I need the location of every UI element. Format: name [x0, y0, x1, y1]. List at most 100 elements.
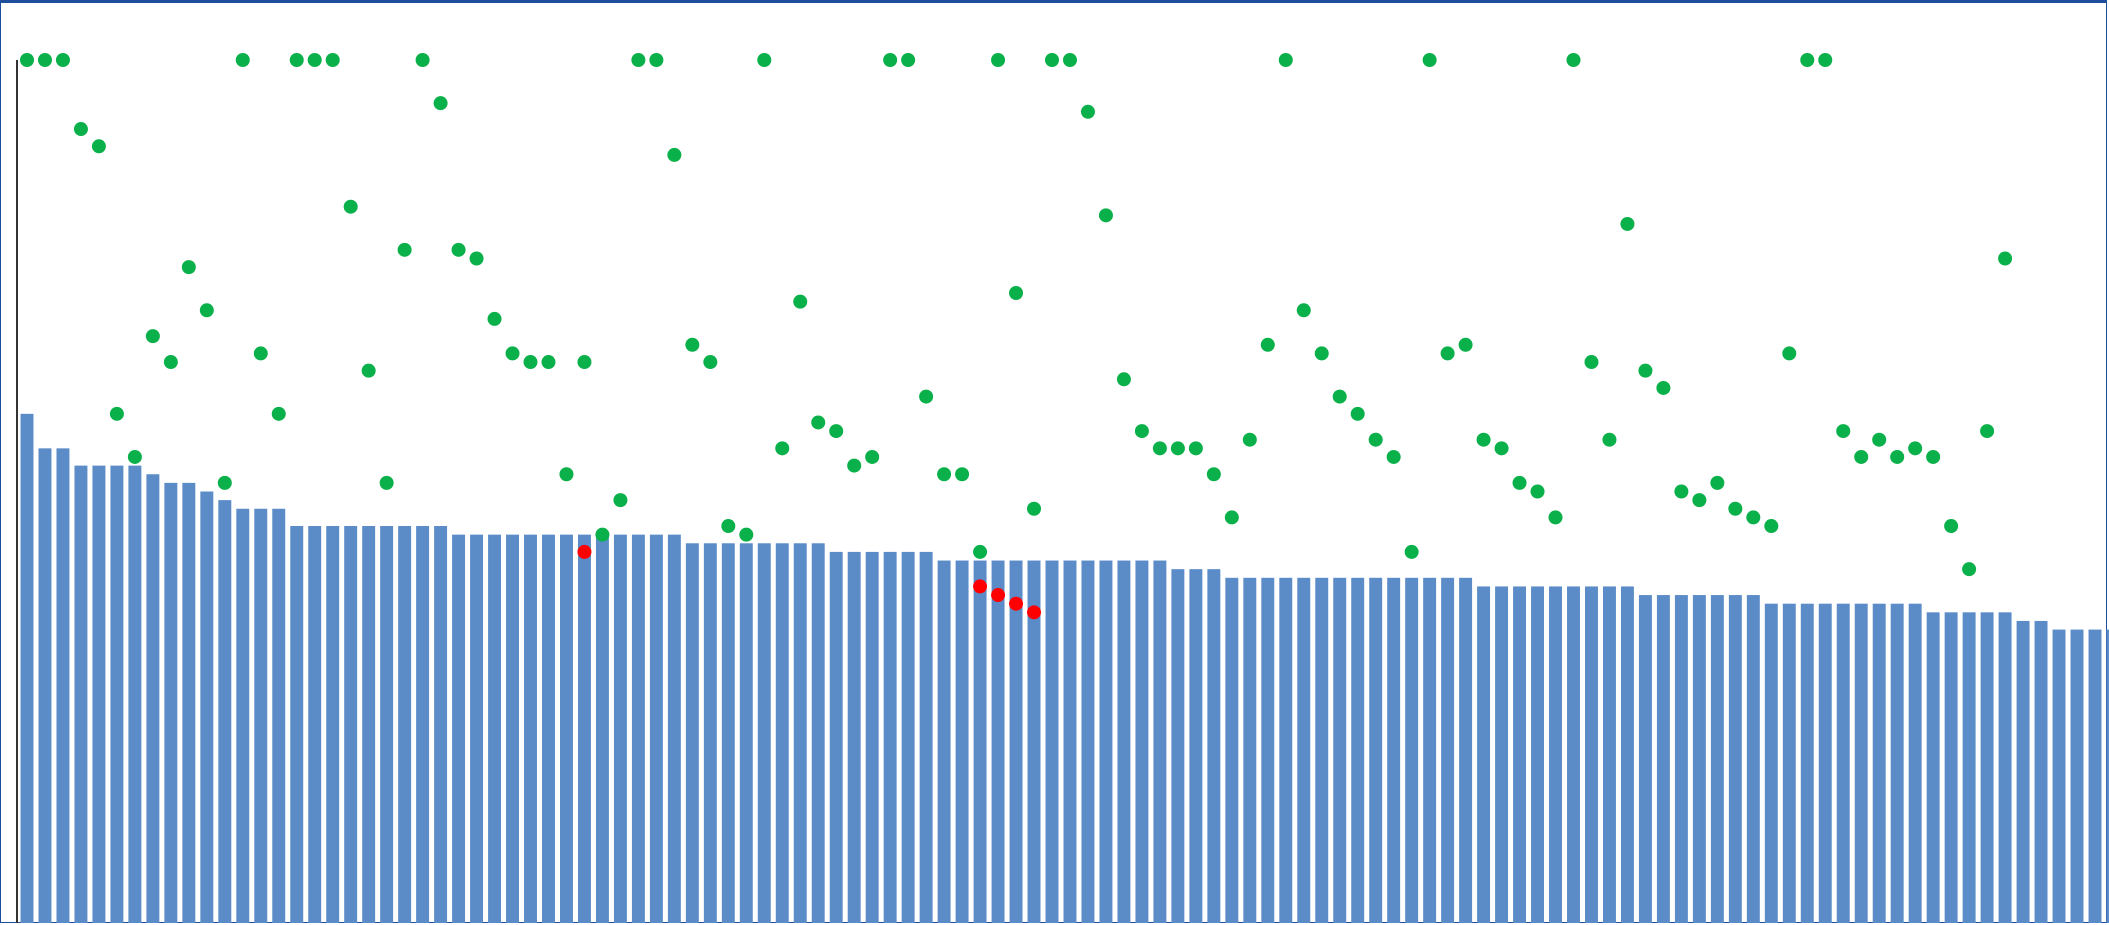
scatter-point — [199, 303, 214, 318]
scatter-point — [1908, 441, 1923, 456]
bar — [1315, 577, 1329, 923]
bar — [1405, 577, 1419, 923]
bar — [416, 526, 430, 923]
scatter-point — [163, 355, 178, 370]
bar — [1477, 586, 1491, 923]
bar — [272, 508, 286, 923]
bar — [1207, 569, 1221, 923]
bar — [1998, 612, 2012, 923]
bar — [470, 534, 484, 923]
bar — [1027, 560, 1041, 923]
bar — [775, 543, 789, 923]
scatter-point — [1368, 432, 1383, 447]
scatter-point — [73, 122, 88, 137]
bar — [1387, 577, 1401, 923]
scatter-point — [1800, 53, 1815, 67]
bar — [236, 508, 250, 923]
bar — [146, 474, 160, 923]
bar — [434, 526, 448, 923]
scatter-point — [1260, 337, 1275, 352]
scatter-point — [307, 53, 322, 67]
bar — [1333, 577, 1347, 923]
bar — [560, 534, 573, 923]
bar — [1117, 560, 1131, 923]
scatter-point — [613, 493, 628, 508]
scatter-point — [1944, 519, 1959, 534]
scatter-point — [523, 355, 538, 370]
bar — [20, 413, 34, 923]
bar — [326, 526, 340, 923]
scatter-point — [1710, 475, 1725, 490]
bar — [1171, 569, 1185, 923]
scatter-point — [1332, 389, 1347, 404]
bar — [1728, 595, 1742, 923]
bar — [577, 534, 591, 923]
bar — [254, 508, 268, 923]
scatter-point — [1206, 467, 1221, 482]
scatter-point — [37, 53, 52, 67]
bar — [1369, 577, 1383, 923]
scatter-point — [1027, 501, 1042, 516]
scatter-point — [649, 53, 664, 67]
bar — [613, 534, 627, 923]
bar — [1045, 560, 1059, 923]
scatter-point — [685, 337, 700, 352]
scatter-point — [1962, 562, 1977, 577]
bar — [703, 543, 717, 923]
bar — [2034, 620, 2048, 923]
scatter-point — [1440, 346, 1455, 361]
bar — [1656, 595, 1670, 923]
bar — [290, 526, 304, 923]
bar — [128, 465, 142, 923]
scatter-point — [19, 53, 34, 67]
scatter-point — [919, 389, 934, 404]
bar — [1459, 577, 1473, 923]
bar — [1962, 612, 1976, 923]
scatter-point — [973, 544, 988, 559]
scatter-point — [343, 199, 358, 214]
bar — [1279, 577, 1293, 923]
scatter-point — [1728, 501, 1743, 516]
bar — [1746, 595, 1760, 923]
scatter-point — [703, 355, 718, 370]
scatter-point — [1998, 251, 2013, 266]
scatter-point — [739, 527, 754, 542]
bar — [452, 534, 466, 923]
bar — [1585, 586, 1598, 923]
scatter-point — [1224, 510, 1239, 525]
bar — [1692, 595, 1706, 923]
scatter-point — [1242, 432, 1257, 447]
bar — [308, 526, 322, 923]
scatter-point — [1170, 441, 1185, 456]
bar — [1908, 603, 1922, 923]
scatter-point — [1296, 303, 1311, 318]
bar — [362, 526, 376, 923]
bar — [200, 491, 214, 923]
bar — [1513, 586, 1527, 923]
bar — [1872, 603, 1886, 923]
bar — [901, 551, 915, 923]
scatter-point — [1494, 441, 1509, 456]
bar — [1926, 612, 1940, 923]
scatter-point — [1062, 53, 1077, 67]
bar — [1980, 612, 1994, 923]
scatter-point — [721, 519, 736, 534]
bar — [1063, 560, 1077, 923]
scatter-point — [271, 406, 286, 421]
scatter-point — [631, 53, 646, 67]
bar — [1243, 577, 1257, 923]
bar — [2052, 629, 2066, 923]
bar — [685, 543, 699, 923]
bar — [595, 534, 609, 923]
scatter-point — [235, 53, 250, 67]
scatter-point — [883, 53, 898, 67]
scatter-point — [955, 467, 970, 482]
scatter-point — [451, 242, 466, 257]
scatter-point — [1530, 484, 1545, 499]
bar — [1818, 603, 1832, 923]
bar — [542, 534, 555, 923]
bar — [1009, 560, 1023, 923]
bar — [74, 465, 88, 923]
scatter-point — [577, 355, 592, 370]
scatter-point — [145, 329, 160, 344]
